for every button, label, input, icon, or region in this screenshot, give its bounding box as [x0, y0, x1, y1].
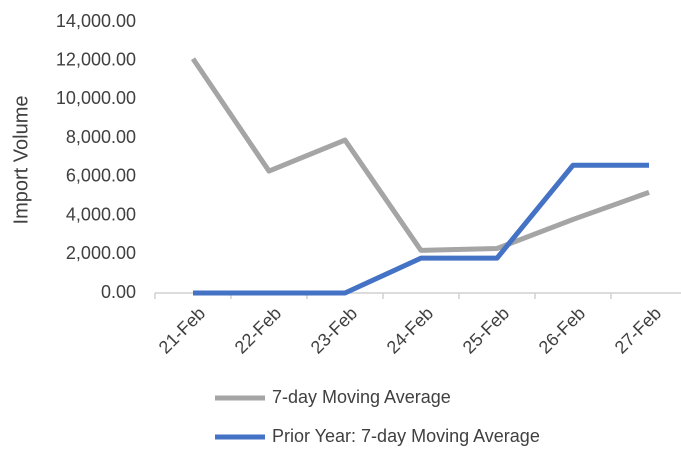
x-tick-label: 22-Feb — [231, 303, 285, 357]
x-tick-label: 26-Feb — [535, 303, 589, 357]
y-tick-label: 6,000.00 — [66, 166, 136, 186]
y-tick-label: 12,000.00 — [56, 49, 136, 69]
y-tick-label: 14,000.00 — [56, 11, 136, 31]
x-tick-label: 23-Feb — [307, 303, 361, 357]
legend-label: 7-day Moving Average — [272, 387, 451, 407]
x-tick-label: 24-Feb — [383, 303, 437, 357]
legend-label: Prior Year: 7-day Moving Average — [272, 426, 540, 446]
y-axis-title: Import Volume — [10, 96, 32, 225]
y-tick-label: 10,000.00 — [56, 88, 136, 108]
x-tick-label: 21-Feb — [155, 303, 209, 357]
y-tick-label: 8,000.00 — [66, 127, 136, 147]
y-tick-label: 4,000.00 — [66, 204, 136, 224]
y-tick-label: 0.00 — [101, 282, 136, 302]
line-series — [193, 162, 649, 296]
y-tick-label: 2,000.00 — [66, 243, 136, 263]
x-tick-label: 25-Feb — [459, 303, 513, 357]
line-series — [190, 57, 650, 253]
x-tick-label: 27-Feb — [611, 303, 665, 357]
